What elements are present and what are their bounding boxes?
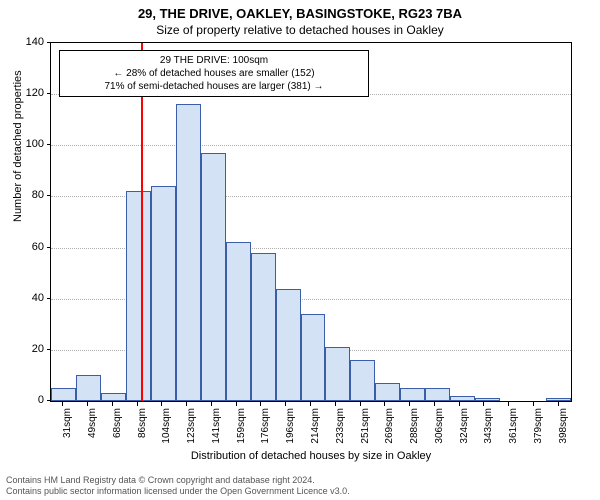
annotation-line-2: ← 28% of detached houses are smaller (15… — [66, 67, 362, 80]
histogram-bar — [201, 153, 226, 401]
histogram-bar — [251, 253, 276, 401]
footer-line-1: Contains HM Land Registry data © Crown c… — [6, 475, 594, 486]
title-sub: Size of property relative to detached ho… — [0, 21, 600, 37]
y-tick-label: 140 — [4, 36, 44, 48]
x-tick-mark — [62, 402, 63, 406]
x-tick-mark — [434, 402, 435, 406]
histogram-bar — [226, 242, 251, 401]
histogram-bar — [375, 383, 400, 401]
x-tick-mark — [161, 402, 162, 406]
y-tick-label: 100 — [4, 138, 44, 150]
histogram-bar — [126, 191, 151, 401]
annotation-line-1: 29 THE DRIVE: 100sqm — [66, 54, 362, 67]
y-tick-label: 20 — [4, 343, 44, 355]
histogram-bar — [276, 289, 301, 402]
x-tick-mark — [335, 402, 336, 406]
title-main: 29, THE DRIVE, OAKLEY, BASINGSTOKE, RG23… — [0, 0, 600, 21]
histogram-bar — [400, 388, 425, 401]
y-tick-label: 80 — [4, 189, 44, 201]
x-tick-mark — [310, 402, 311, 406]
plot-area: 29 THE DRIVE: 100sqm ← 28% of detached h… — [50, 42, 572, 402]
histogram-bar — [151, 186, 176, 401]
histogram-bar — [425, 388, 450, 401]
histogram-bar — [450, 396, 475, 401]
annotation-line-3: 71% of semi-detached houses are larger (… — [66, 80, 362, 93]
x-tick-mark — [260, 402, 261, 406]
y-axis-label: Number of detached properties — [12, 70, 24, 222]
x-axis-label: Distribution of detached houses by size … — [50, 450, 572, 462]
y-axis-ticks: 020406080100120140 — [0, 42, 48, 402]
x-tick-mark — [483, 402, 484, 406]
x-tick-mark — [360, 402, 361, 406]
x-tick-mark — [508, 402, 509, 406]
histogram-bar — [546, 398, 571, 401]
x-tick-mark — [384, 402, 385, 406]
x-tick-mark — [285, 402, 286, 406]
footer-attribution: Contains HM Land Registry data © Crown c… — [0, 472, 600, 500]
annotation-box: 29 THE DRIVE: 100sqm ← 28% of detached h… — [59, 50, 369, 97]
chart-container: 29, THE DRIVE, OAKLEY, BASINGSTOKE, RG23… — [0, 0, 600, 500]
y-tick-label: 120 — [4, 87, 44, 99]
histogram-bar — [325, 347, 350, 401]
x-tick-mark — [558, 402, 559, 406]
x-tick-mark — [236, 402, 237, 406]
histogram-bar — [51, 388, 76, 401]
y-tick-label: 60 — [4, 241, 44, 253]
x-tick-mark — [137, 402, 138, 406]
histogram-bar — [101, 393, 126, 401]
histogram-bar — [76, 375, 101, 401]
y-tick-label: 40 — [4, 292, 44, 304]
x-tick-mark — [409, 402, 410, 406]
x-tick-mark — [112, 402, 113, 406]
histogram-bar — [350, 360, 375, 401]
histogram-bar — [176, 104, 201, 401]
x-tick-mark — [533, 402, 534, 406]
histogram-bar — [301, 314, 326, 401]
footer-line-2: Contains public sector information licen… — [6, 486, 594, 497]
y-tick-label: 0 — [4, 394, 44, 406]
x-tick-mark — [186, 402, 187, 406]
x-tick-mark — [459, 402, 460, 406]
histogram-bar — [475, 398, 500, 401]
x-tick-mark — [87, 402, 88, 406]
x-tick-mark — [211, 402, 212, 406]
